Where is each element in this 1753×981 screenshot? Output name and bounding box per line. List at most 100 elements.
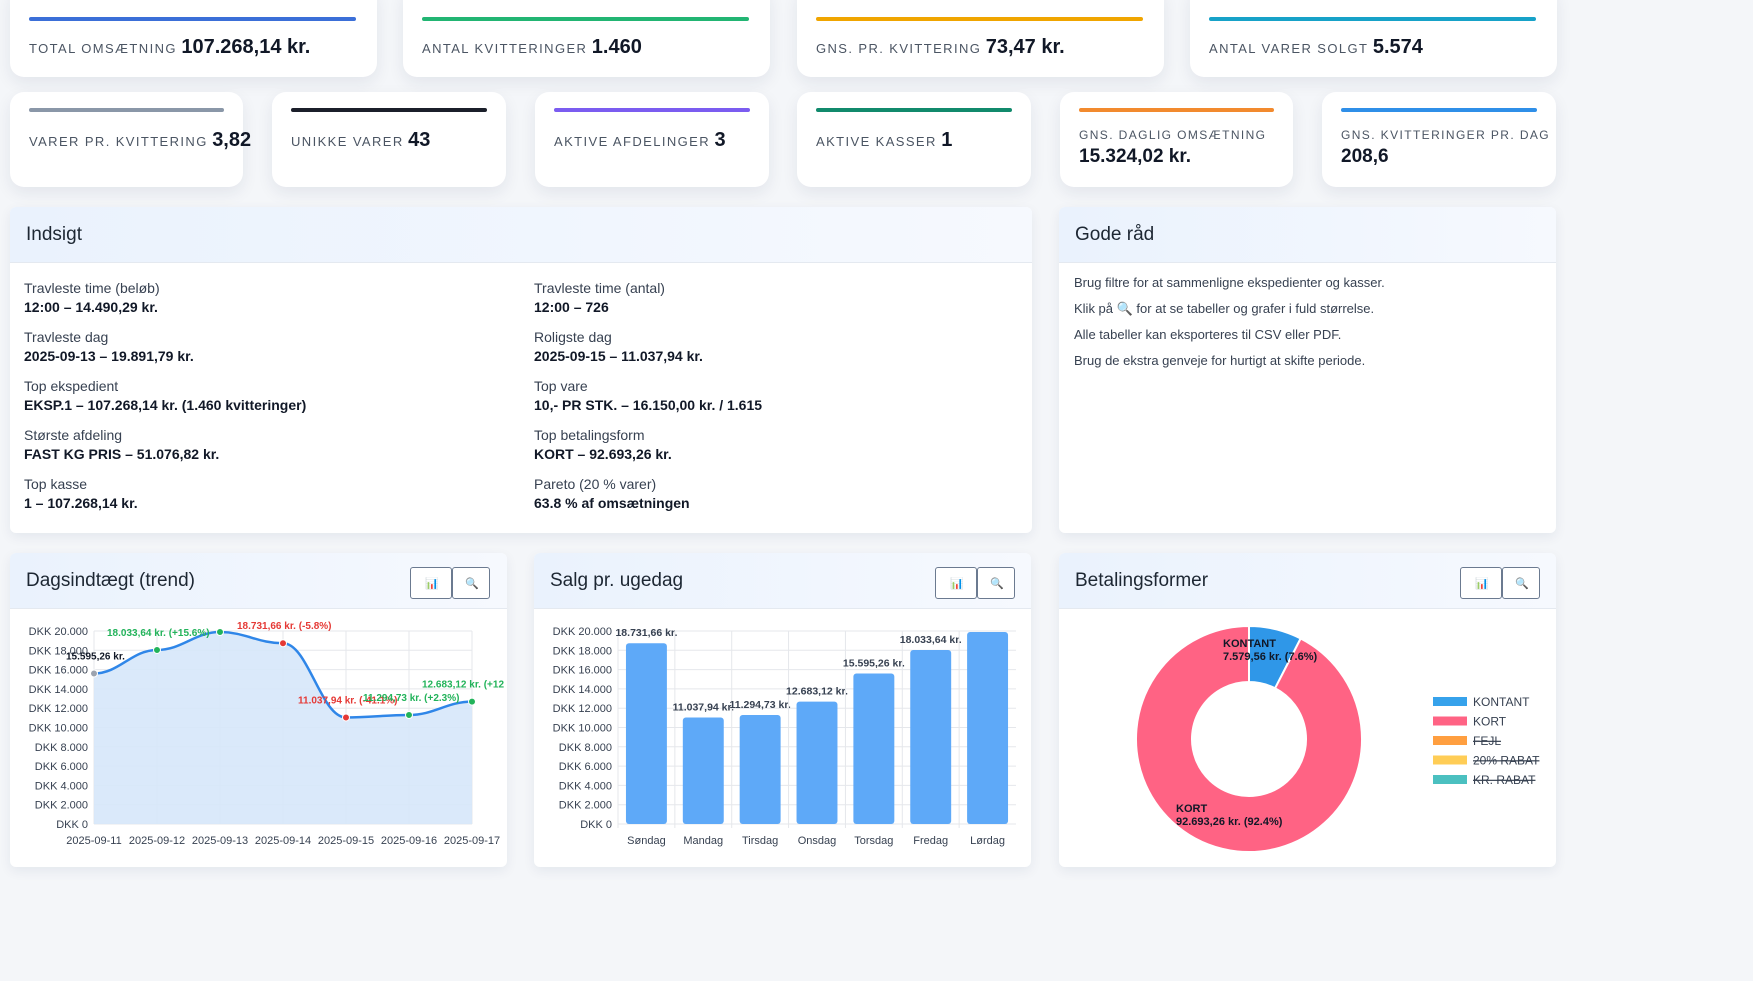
legend-swatch[interactable]: [1433, 775, 1467, 784]
y-tick-label: DKK 10.000: [553, 723, 612, 735]
kpi-label: Gns. daglig omsætning: [1079, 128, 1267, 142]
kpi-label: Unikke varer: [291, 134, 404, 149]
x-tick-label: Fredag: [913, 835, 948, 847]
line-point: [405, 711, 413, 720]
kpi-label: Gns. kvitteringer pr. dag: [1341, 128, 1551, 142]
line-point: [279, 639, 287, 648]
data-label: 11.294,73 kr.: [729, 699, 790, 711]
y-tick-label: DKK 8.000: [559, 742, 612, 754]
kpi-accent-bar: [816, 108, 1012, 112]
insight-value: 63.8 % af omsætningen: [534, 495, 690, 511]
insight-label: Top kasse: [24, 476, 88, 492]
x-tick-label: Mandag: [683, 835, 723, 847]
tip-line: Brug de ekstra genveje for hurtigt at sk…: [1074, 353, 1366, 368]
kpi-card: Antal varer solgt 5.574: [1190, 0, 1557, 77]
export-chart-button[interactable]: 📊: [1460, 567, 1502, 599]
legend-swatch[interactable]: [1433, 755, 1467, 765]
line-point: [90, 669, 98, 678]
legend-label[interactable]: KR. RABAT: [1473, 773, 1536, 787]
weekday-chart: DKK 20.000 DKK 18.000 DKK 16.000 DKK 14.000…: [553, 626, 1016, 847]
kpi-value: 208,6: [1341, 146, 1389, 167]
line-point: [216, 628, 224, 637]
insight-item: Største afdeling FAST KG PRIS – 51.076,82…: [24, 426, 306, 464]
data-label: 15.595,26 kr.: [843, 658, 905, 670]
insight-item: Roligste dag 2025-09-15 – 11.037,94 kr.: [534, 328, 762, 366]
kpi-text: Varer pr. kvittering 3,82: [29, 129, 251, 152]
payment-panel: Betalingsformer 📊 🔍 KONTANT 7.579,56 kr. …: [1059, 553, 1556, 867]
insight-label: Travleste time (antal): [534, 280, 665, 296]
tips-title: Gode råd: [1059, 207, 1556, 263]
magnifier-icon: 🔍: [990, 578, 1004, 590]
insight-label: Top betalingsform: [534, 427, 645, 443]
y-tick-label: DKK 18.000: [29, 645, 88, 657]
kpi-accent-bar: [1079, 108, 1274, 112]
y-tick-label: DKK 16.000: [29, 665, 88, 677]
export-chart-button[interactable]: 📊: [935, 567, 977, 599]
y-tick-label: DKK 10.000: [29, 723, 88, 735]
x-tick-label: 2025-09-12: [129, 835, 185, 847]
tips-list: Brug filtre for at sammenligne ekspedien…: [1074, 275, 1385, 379]
legend-swatch[interactable]: [1433, 736, 1467, 745]
zoom-button[interactable]: 🔍: [1502, 567, 1540, 599]
kpi-label: Aktive kasser: [816, 134, 937, 149]
data-label: 18.033,64 kr. (+15.6%): [107, 628, 210, 639]
bar: [796, 701, 838, 824]
legend-swatch[interactable]: [1433, 697, 1467, 706]
kpi-value: 1: [941, 129, 953, 151]
legend-label[interactable]: FEJL: [1473, 734, 1501, 748]
y-tick-label: DKK 16.000: [553, 665, 612, 677]
x-tick-label: Lørdag: [970, 835, 1005, 847]
line-point: [153, 645, 161, 654]
insight-value: EKSP.1 – 107.268,14 kr. (1.460 kvitterin…: [24, 397, 307, 413]
insight-value: 10,- PR STK. – 16.150,00 kr. / 1.615: [534, 397, 763, 413]
zoom-button[interactable]: 🔍: [977, 567, 1015, 599]
insight-item: Travleste dag 2025-09-13 – 19.891,79 kr.: [24, 328, 306, 366]
y-tick-label: DKK 0: [580, 819, 612, 831]
tips-panel: Gode råd Brug filtre for at sammenligne …: [1059, 207, 1556, 533]
legend-label[interactable]: KORT: [1473, 715, 1507, 729]
kpi-card: Gns. pr. kvittering 73,47 kr.: [797, 0, 1164, 77]
magnifier-icon: 🔍: [465, 578, 479, 590]
zoom-button[interactable]: 🔍: [452, 567, 490, 599]
x-tick-label: 2025-09-17: [444, 835, 500, 847]
bar: [910, 649, 952, 824]
kpi-value: 15.324,02 kr.: [1079, 146, 1191, 167]
kpi-label: Total omsætning: [29, 41, 177, 56]
kpi-label: Gns. pr. kvittering: [816, 41, 982, 56]
kpi-card: Aktive kasser 1: [797, 92, 1031, 187]
x-tick-label: Tirsdag: [742, 835, 778, 847]
x-tick-label: 2025-09-14: [255, 835, 311, 847]
kpi-accent-bar: [816, 17, 1143, 21]
legend-label[interactable]: KONTANT: [1473, 695, 1530, 709]
data-label: 11.037,94 kr. (-41.1%): [298, 695, 398, 706]
trend-panel: Dagsindtægt (trend) 📊 🔍 DKK 20.000 DKK 18…: [10, 553, 507, 867]
y-tick-label: DKK 20.000: [553, 626, 612, 638]
kpi-label: Varer pr. kvittering: [29, 134, 208, 149]
data-label: 18.731,66 kr.: [615, 627, 677, 639]
export-chart-button[interactable]: 📊: [410, 567, 452, 599]
kpi-text: Aktive afdelinger 3: [554, 129, 726, 152]
legend-swatch[interactable]: [1433, 716, 1467, 726]
insight-label: Travleste time (beløb): [24, 280, 160, 296]
kpi-text: Aktive kasser 1: [816, 129, 952, 152]
insight-value: 2025-09-15 – 11.037,94 kr.: [534, 348, 703, 364]
y-tick-label: DKK 6.000: [559, 761, 612, 773]
kpi-text: Antal varer solgt 5.574: [1209, 36, 1423, 59]
kpi-card: Total omsætning 107.268,14 kr.: [10, 0, 377, 77]
insight-title: Indsigt: [10, 207, 1032, 263]
insight-label: Roligste dag: [534, 329, 612, 345]
insight-item: Pareto (20 % varer) 63.8 % af omsætningen: [534, 475, 762, 513]
kpi-label: Aktive afdelinger: [554, 134, 711, 149]
y-tick-label: DKK 14.000: [29, 684, 88, 696]
kpi-text: Unikke varer 43: [291, 129, 430, 152]
legend-label[interactable]: 20% RABAT: [1473, 754, 1540, 768]
insight-value: FAST KG PRIS – 51.076,82 kr.: [24, 446, 220, 462]
kpi-card: Gns. daglig omsætning 15.324,02 kr.: [1060, 92, 1293, 187]
weekday-panel: Salg pr. ugedag 📊 🔍 DKK 20.000 DKK 18.000…: [534, 553, 1031, 867]
x-tick-label: 2025-09-16: [381, 835, 437, 847]
kpi-value: 3,82: [212, 129, 252, 151]
insight-value: 12:00 – 14.490,29 kr.: [24, 299, 158, 315]
data-label: 12.683,12 kr.: [786, 686, 848, 698]
y-tick-label: DKK 12.000: [29, 703, 88, 715]
kpi-card: Aktive afdelinger 3: [535, 92, 769, 187]
